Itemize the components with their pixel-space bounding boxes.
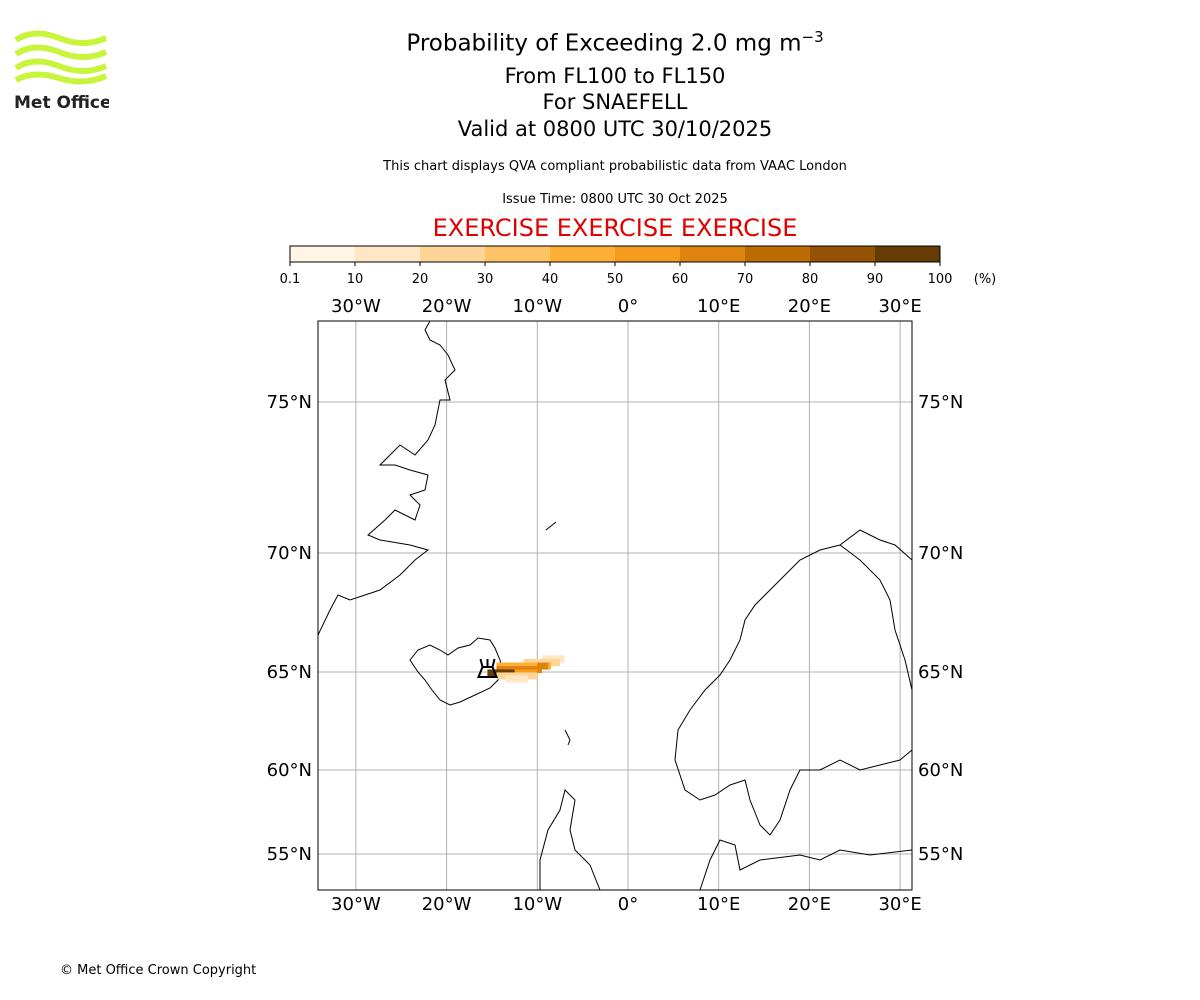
colorbar-tick-label: 30 <box>477 272 494 287</box>
lat-label-left: 70°N <box>267 543 312 564</box>
lon-label-bottom: 10°E <box>697 894 740 915</box>
colorbar-segment <box>680 246 746 262</box>
plume-cell <box>523 658 560 666</box>
colorbar-tick-label: 100 <box>928 272 953 287</box>
colorbar-segment <box>420 246 486 262</box>
volcano-name: For SNAEFELL <box>542 90 688 114</box>
coastlines <box>318 321 912 890</box>
colorbar: 0.1 10 20 30 40 50 60 70 80 90 100 (%) <box>280 245 997 287</box>
lat-label-right: 70°N <box>918 543 963 564</box>
lon-label-bottom: 30°W <box>331 894 381 915</box>
colorbar-segment <box>355 246 421 262</box>
lat-label-left: 60°N <box>267 760 312 781</box>
lat-label-right: 60°N <box>918 760 963 781</box>
lat-label-right: 65°N <box>918 662 963 683</box>
lon-label-bottom: 30°E <box>878 894 921 915</box>
colorbar-tick-label: 10 <box>347 272 364 287</box>
coast-uk <box>539 789 601 890</box>
lon-label-bottom: 20°E <box>788 894 831 915</box>
valid-time: Valid at 0800 UTC 30/10/2025 <box>457 117 773 141</box>
colorbar-segment <box>615 246 681 262</box>
lon-label-top: 10°E <box>697 296 740 317</box>
lon-label-top: 30°E <box>878 296 921 317</box>
logo-text: Met Office <box>14 93 109 112</box>
colorbar-segment <box>810 246 876 262</box>
lat-label-right: 55°N <box>918 844 963 865</box>
lon-label-top: 30°W <box>331 296 381 317</box>
lat-label-left: 55°N <box>267 844 312 865</box>
copyright: © Met Office Crown Copyright <box>60 963 257 978</box>
probability-plume <box>487 655 565 683</box>
lat-label-right: 75°N <box>918 392 963 413</box>
coast-jan-mayen <box>545 521 557 531</box>
colorbar-segment <box>875 246 941 262</box>
coast-finland <box>839 544 912 691</box>
lon-label-bottom: 10°W <box>512 894 562 915</box>
colorbar-unit: (%) <box>974 272 997 287</box>
gridlines <box>318 321 912 890</box>
volcano-icon <box>477 658 498 678</box>
lon-label-bottom: 0° <box>618 894 638 915</box>
colorbar-segment <box>745 246 811 262</box>
colorbar-tick-label: 60 <box>672 272 689 287</box>
met-office-logo: Met Office <box>14 30 112 113</box>
colorbar-tick-label: 20 <box>412 272 429 287</box>
colorbar-segment <box>485 246 551 262</box>
flight-levels: From FL100 to FL150 <box>504 64 726 88</box>
colorbar-tick-label: 90 <box>867 272 884 287</box>
colorbar-segment <box>290 246 356 262</box>
colorbar-tick-label: 80 <box>802 272 819 287</box>
colorbar-segment <box>550 246 616 262</box>
lon-label-top: 20°E <box>788 296 831 317</box>
coast-baltic <box>699 839 912 890</box>
plume-cell <box>541 655 565 663</box>
map: 30°W 30°W 20°W 20°W 10°W 10°W 0° 0° 10°E 10°E 20°E… <box>267 296 964 915</box>
lon-label-top: 10°W <box>512 296 562 317</box>
colorbar-tick-label: 50 <box>607 272 624 287</box>
plume-cell <box>496 662 551 670</box>
plume-cell <box>505 675 529 683</box>
lon-label-top: 0° <box>618 296 638 317</box>
lon-label-bottom: 20°W <box>422 894 472 915</box>
colorbar-tick-label: 40 <box>542 272 559 287</box>
chart-title: Probability of Exceeding 2.0 mg m−3 <box>406 28 824 57</box>
colorbar-tick-label: 70 <box>737 272 754 287</box>
coast-faroes <box>564 729 571 746</box>
issue-time: Issue Time: 0800 UTC 30 Oct 2025 <box>502 192 728 207</box>
lat-label-left: 65°N <box>267 662 312 683</box>
coast-greenland <box>318 321 456 636</box>
disclaimer: This chart displays QVA compliant probab… <box>383 159 847 174</box>
exercise-banner: EXERCISE EXERCISE EXERCISE <box>432 214 798 242</box>
lon-label-top: 20°W <box>422 296 472 317</box>
logo-waves-icon: Met Office <box>14 30 112 113</box>
plume-cell <box>537 662 549 670</box>
colorbar-tick-label: 0.1 <box>280 272 301 287</box>
lat-label-left: 75°N <box>267 392 312 413</box>
map-frame <box>317 320 913 891</box>
coast-scandinavia <box>674 529 912 836</box>
